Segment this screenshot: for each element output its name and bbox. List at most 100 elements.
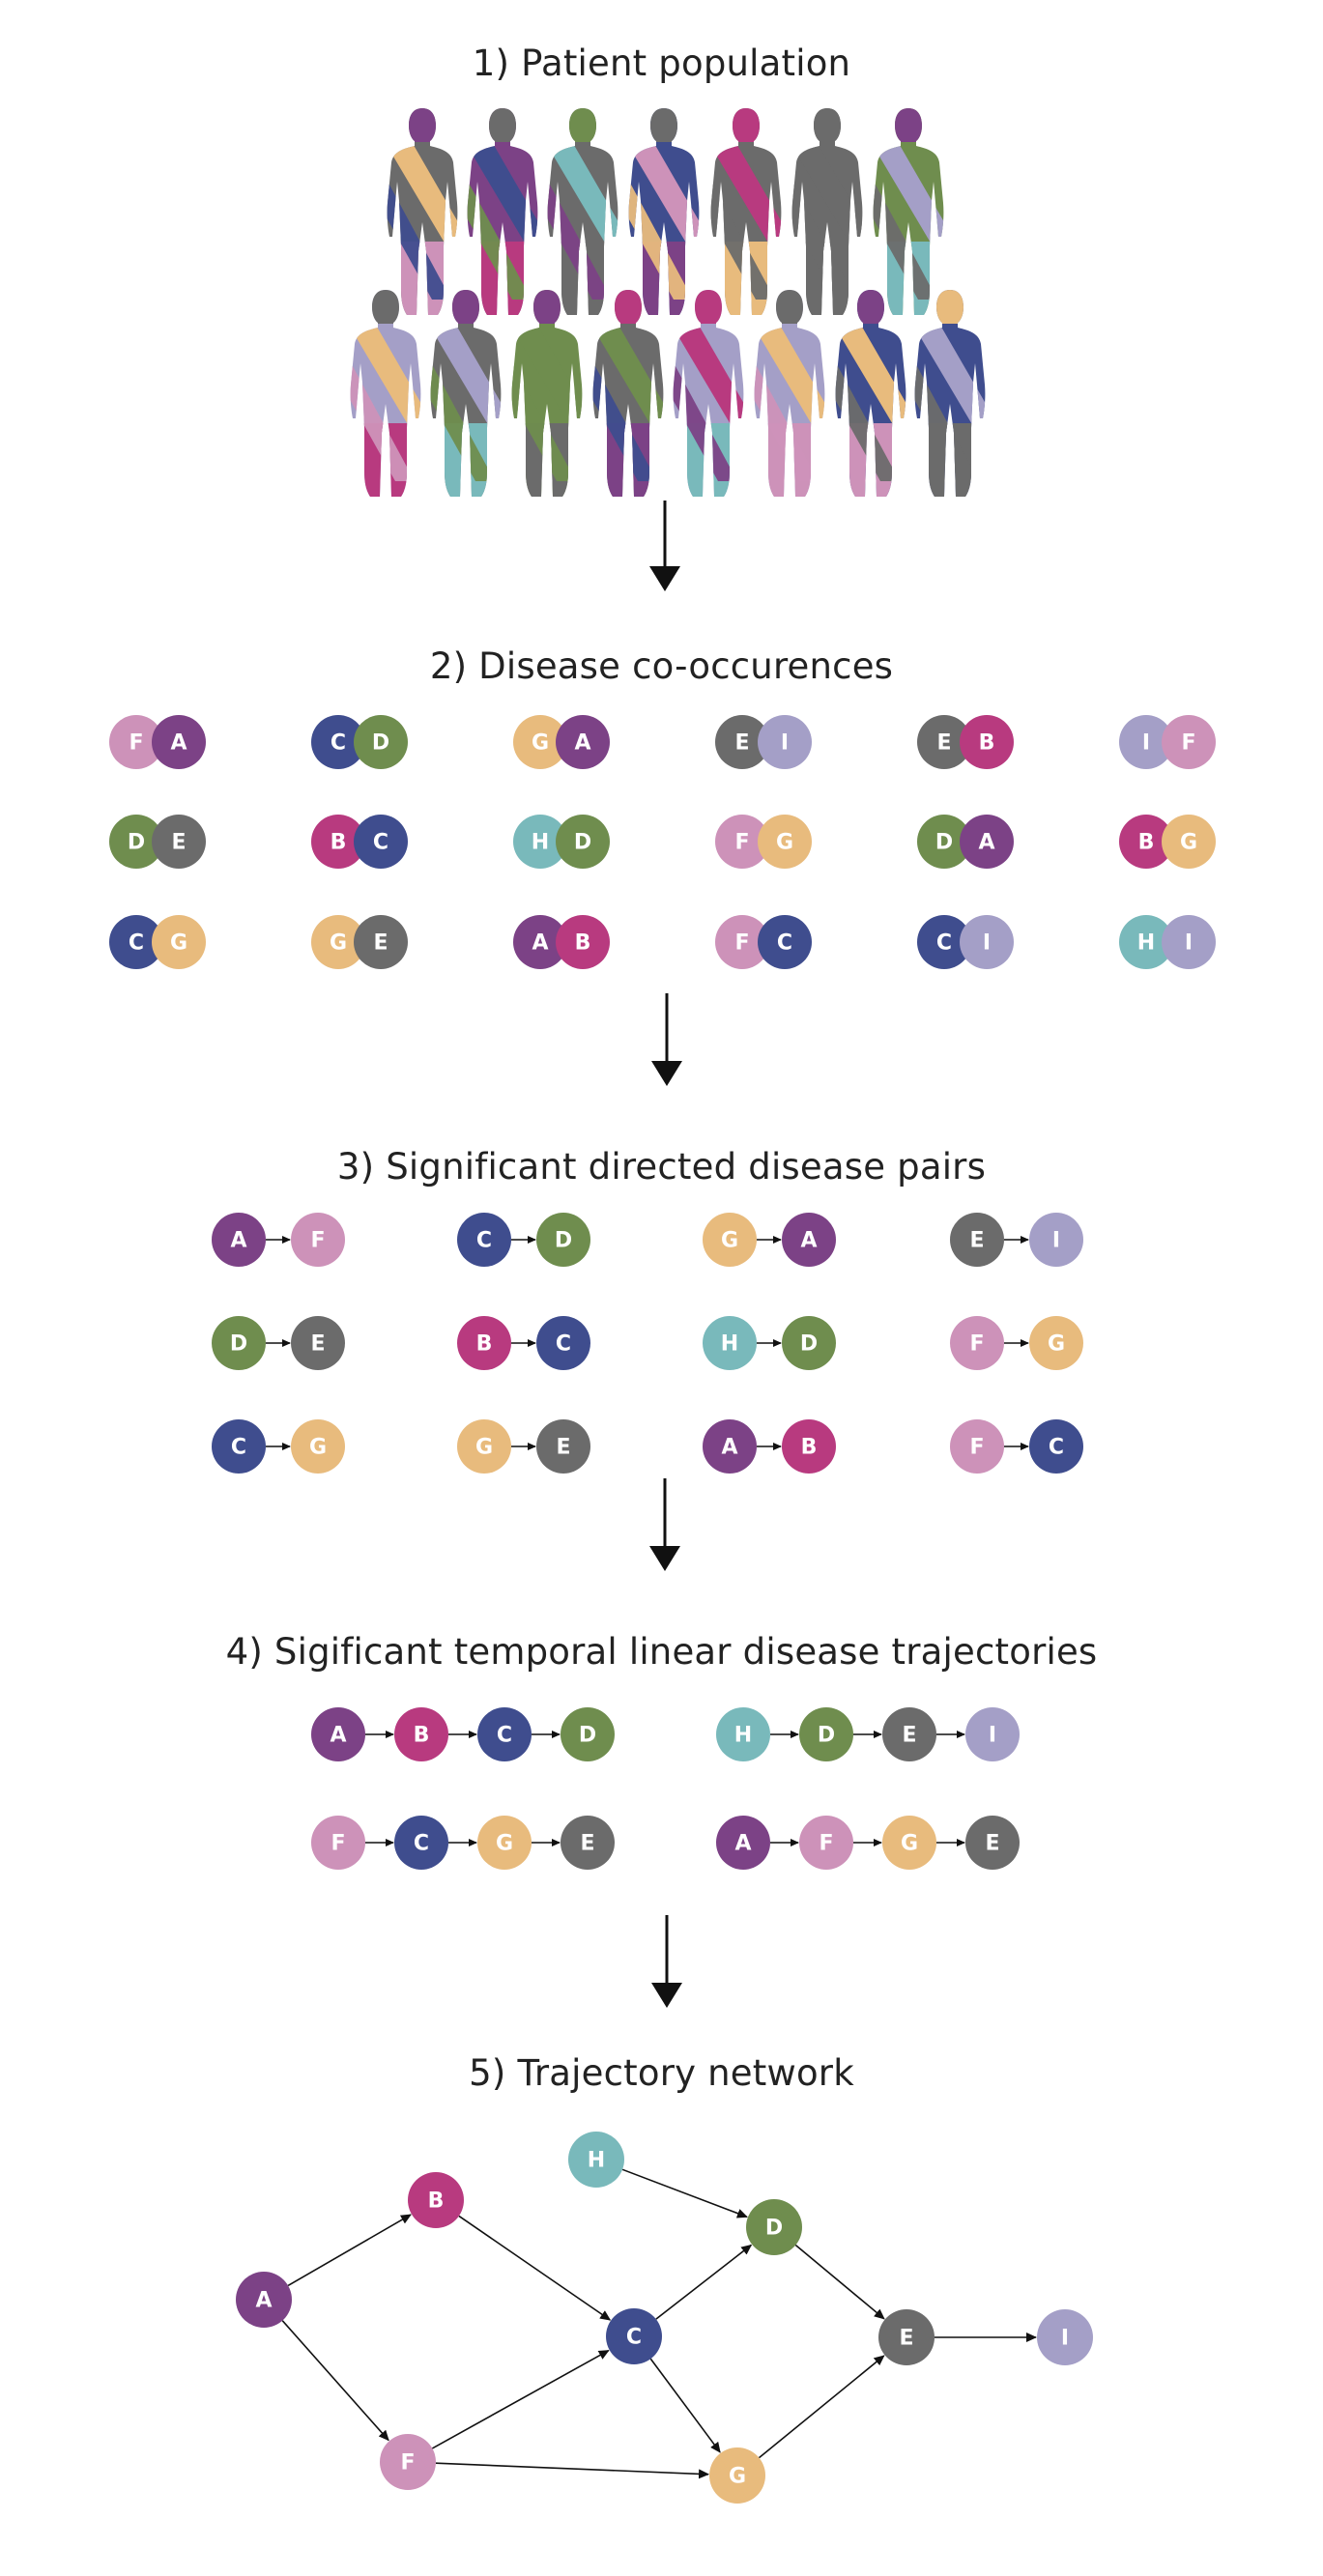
network-nodes: A B C D E F G H I [236, 2132, 1093, 2504]
node-letter-c: C [414, 1832, 429, 1856]
node-letter-g: G [532, 731, 549, 756]
node-letter-c: C [556, 1332, 571, 1357]
node-letter-c: C [777, 931, 792, 956]
disease-node-e: E [354, 915, 408, 969]
disease-node-a: A [212, 1213, 266, 1267]
disease-node-f: F [799, 1816, 853, 1870]
disease-node-c: C [109, 915, 163, 969]
disease-node-g: G [477, 1816, 532, 1870]
node-letter-f: F [400, 2451, 415, 2476]
disease-node-g: G [513, 715, 567, 769]
node-letter-h: H [1137, 931, 1155, 956]
disease-node-h: H [716, 1707, 770, 1761]
node-letter-g: G [721, 1229, 738, 1253]
network-node-i: I [1037, 2309, 1093, 2365]
disease-node-e: E [152, 815, 206, 869]
node-letter-a: A [734, 1832, 751, 1856]
node-letter-i: I [1142, 731, 1150, 756]
node-letter-c: C [231, 1436, 246, 1460]
disease-node-a: A [782, 1213, 836, 1267]
node-letter-f: F [1181, 731, 1195, 756]
disease-node-e: E [715, 715, 769, 769]
disease-node-c: C [758, 915, 812, 969]
node-letter-d: D [579, 1724, 596, 1748]
node-letter-d: D [765, 2217, 783, 2241]
disease-node-a: A [513, 915, 567, 969]
disease-node-g: G [152, 915, 206, 969]
node-letter-b: B [476, 1332, 493, 1357]
node-letter-g: G [309, 1436, 327, 1460]
node-letter-f: F [819, 1832, 833, 1856]
disease-node-g: G [758, 815, 812, 869]
node-letter-e: E [373, 931, 388, 956]
network-edge-h-d [621, 2168, 748, 2218]
node-letter-g: G [496, 1832, 513, 1856]
node-letter-e: E [985, 1832, 999, 1856]
step-arrow-3-to-4 [649, 1478, 680, 1571]
disease-node-d: D [782, 1316, 836, 1370]
node-letter-d: D [818, 1724, 835, 1748]
disease-node-b: B [960, 715, 1014, 769]
network-edge-a-f [281, 2320, 389, 2442]
section-title-patient-population: 1) Patient population [472, 43, 851, 84]
node-letter-a: A [800, 1229, 817, 1253]
node-letter-f: F [734, 931, 749, 956]
disease-node-f: F [715, 815, 769, 869]
network-edge-f-c [431, 2349, 610, 2449]
disease-node-f: F [291, 1213, 345, 1267]
disease-node-e: E [561, 1816, 615, 1870]
node-letter-g: G [475, 1436, 493, 1460]
node-letter-a: A [230, 1229, 246, 1253]
node-letter-b: B [575, 931, 591, 956]
disease-node-i: I [1029, 1213, 1083, 1267]
node-letter-i: I [1061, 2327, 1069, 2351]
disease-node-f: F [1162, 715, 1216, 769]
disease-node-i: I [960, 915, 1014, 969]
disease-node-f: F [950, 1419, 1004, 1474]
disease-node-c: C [394, 1816, 448, 1870]
node-letter-c: C [373, 831, 388, 855]
node-letter-d: D [935, 831, 953, 855]
node-letter-c: C [129, 931, 144, 956]
node-letter-b: B [801, 1436, 818, 1460]
disease-node-d: D [354, 715, 408, 769]
node-letter-a: A [574, 731, 590, 756]
node-letter-g: G [170, 931, 187, 956]
node-letter-b: B [1138, 831, 1155, 855]
node-letter-f: F [129, 731, 143, 756]
disease-node-e: E [917, 715, 971, 769]
node-letter-i: I [781, 731, 789, 756]
disease-node-b: B [311, 815, 365, 869]
network-node-a: A [236, 2272, 292, 2328]
disease-node-c: C [212, 1419, 266, 1474]
disease-node-c: C [311, 715, 365, 769]
trajectory: A B C D [311, 1707, 615, 1761]
node-letter-a: A [255, 2289, 272, 2313]
node-letter-g: G [330, 931, 347, 956]
disease-node-c: C [1029, 1419, 1083, 1474]
node-letter-d: D [574, 831, 591, 855]
node-letter-g: G [1180, 831, 1197, 855]
disease-node-b: B [556, 915, 610, 969]
disease-node-b: B [782, 1419, 836, 1474]
node-letter-g: G [776, 831, 793, 855]
node-letter-a: A [170, 731, 187, 756]
